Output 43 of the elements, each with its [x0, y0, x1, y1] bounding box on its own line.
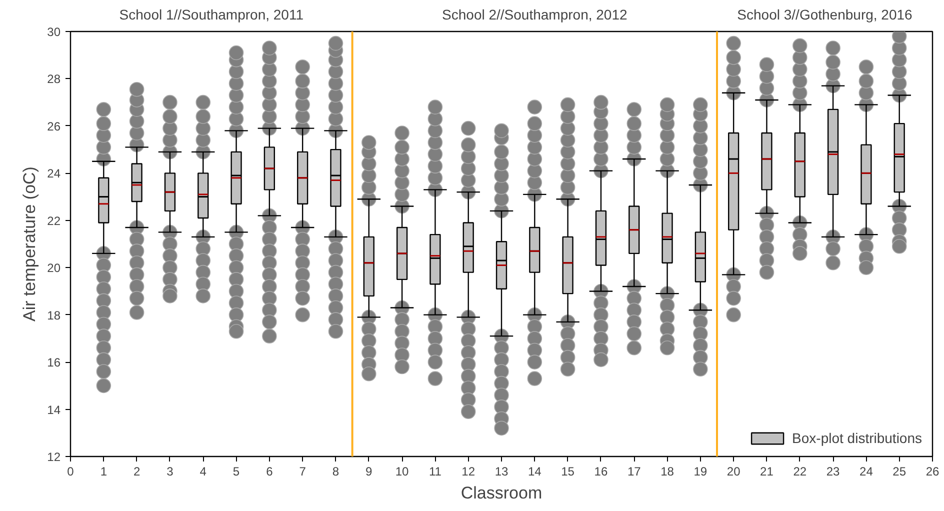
y-tick-label: 12 — [47, 450, 61, 464]
x-tick-label: 6 — [266, 464, 274, 478]
x-tick-label: 17 — [627, 464, 642, 478]
text: School 2//Southampron, 2012 — [442, 6, 628, 22]
x-axis-title: Classroom — [460, 484, 542, 502]
x-tick-label: 25 — [892, 464, 906, 478]
x-tick-label: 23 — [826, 464, 840, 478]
legend-label: Box-plot distributions — [792, 430, 922, 446]
y-tick-label: 24 — [47, 166, 61, 181]
x-tick-label: 26 — [926, 464, 940, 478]
y-tick-label: 22 — [47, 214, 61, 228]
y-tick-label: 28 — [47, 72, 61, 86]
x-tick-label: 5 — [232, 464, 240, 478]
x-tick-label: 4 — [200, 464, 207, 478]
x-tick-label: 24 — [860, 464, 874, 478]
text: School 1//Southampron, 2011 — [119, 6, 304, 22]
y-tick-label: 18 — [47, 308, 61, 322]
x-tick-label: 14 — [528, 464, 542, 478]
x-tick-label: 9 — [366, 464, 373, 478]
x-tick-label: 18 — [660, 464, 674, 478]
x-tick-label: 11 — [428, 464, 442, 478]
y-tick-label: 14 — [47, 402, 61, 417]
text: School 3//Gothenburg, 2016 — [737, 6, 913, 22]
x-tick-label: 8 — [332, 464, 340, 478]
x-tick-label: 12 — [462, 464, 476, 478]
x-tick-label: 13 — [494, 464, 508, 478]
y-tick-label: 30 — [47, 25, 61, 39]
x-tick-label: 16 — [594, 464, 608, 478]
y-tick-label: 26 — [47, 119, 61, 134]
x-tick-label: 10 — [395, 464, 410, 478]
y-axis-title: Air temperature (oC) — [20, 166, 40, 322]
x-tick-label: 19 — [694, 464, 708, 478]
x-tick-label: 0 — [67, 464, 74, 478]
x-tick-label: 7 — [299, 464, 306, 478]
x-tick-label: 15 — [561, 464, 575, 478]
x-tick-label: 20 — [726, 464, 741, 478]
y-tick-label: 20 — [47, 261, 61, 276]
x-tick-label: 1 — [100, 464, 108, 478]
y-tick-label: 16 — [47, 356, 61, 370]
x-tick-label: 2 — [133, 464, 140, 478]
x-tick-label: 3 — [166, 464, 174, 478]
x-tick-label: 21 — [760, 464, 774, 478]
x-tick-label: 22 — [793, 464, 807, 478]
